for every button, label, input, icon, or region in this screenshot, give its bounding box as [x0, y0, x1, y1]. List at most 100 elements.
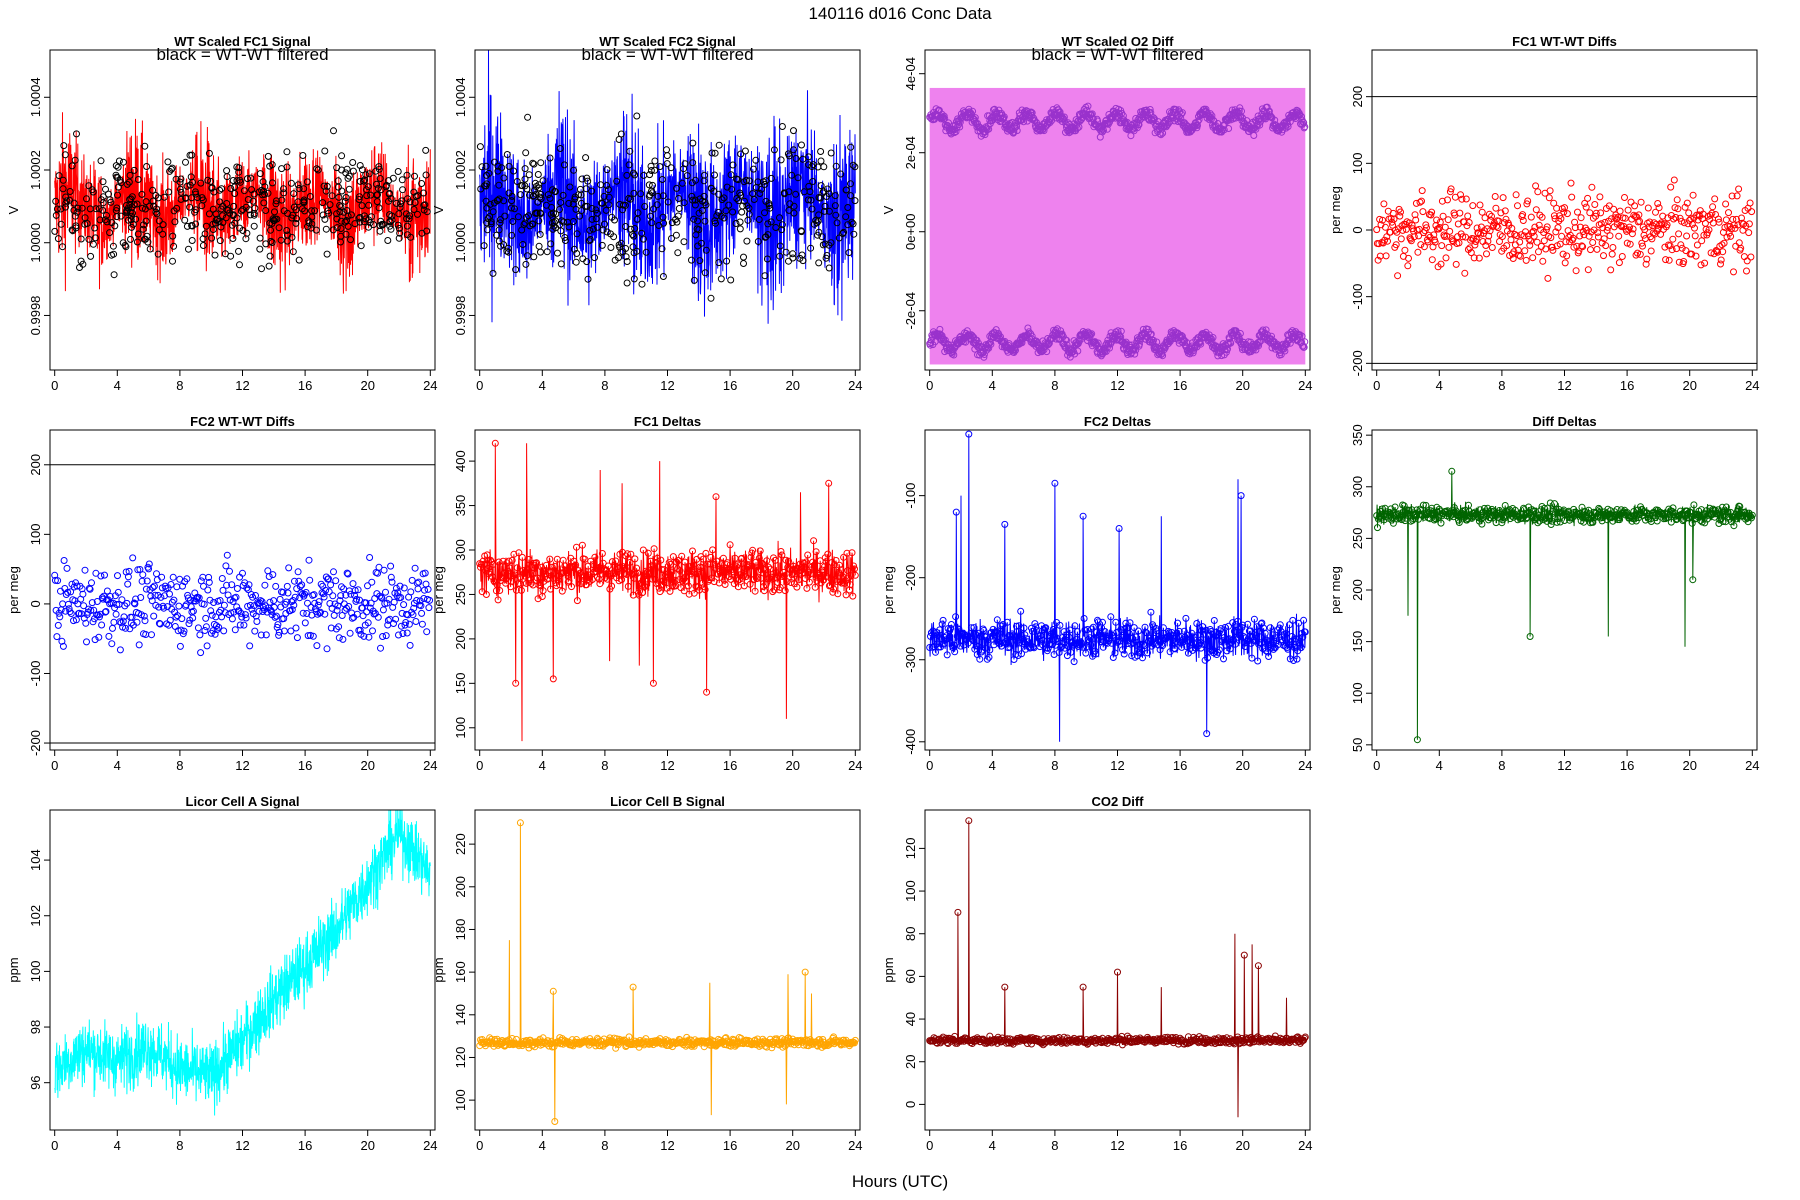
filtered-point: [342, 230, 350, 238]
filtered-point: [209, 220, 217, 228]
filtered-point: [303, 178, 311, 186]
diff-point: [1639, 242, 1646, 250]
filtered-point: [477, 185, 485, 193]
filtered-point: [405, 215, 413, 223]
delta-point: [849, 592, 857, 600]
diff-point: [116, 618, 124, 626]
filtered-point: [605, 193, 613, 201]
diff-point: [1492, 204, 1500, 212]
delta-point: [1499, 516, 1507, 524]
filtered-point: [133, 238, 141, 246]
delta-point: [760, 587, 768, 595]
diff-point: [368, 578, 376, 586]
filtered-point: [688, 256, 695, 264]
delta-point: [1244, 620, 1252, 628]
y-tick-label: 200: [1350, 86, 1365, 108]
filtered-point: [648, 219, 656, 227]
filtered-point: [357, 242, 365, 250]
filtered-point: [625, 194, 633, 202]
filtered-point: [610, 233, 618, 241]
filtered-point: [560, 161, 568, 169]
filtered-point: [546, 154, 554, 162]
filtered-point: [141, 142, 149, 150]
figure-title: 140116 d016 Conc Data: [808, 4, 992, 23]
delta-point: [947, 621, 955, 628]
filtered-point: [169, 257, 176, 265]
filtered-point: [500, 197, 508, 205]
delta-point: [970, 624, 978, 632]
diff-point: [1433, 216, 1441, 224]
delta-point: [746, 580, 754, 588]
y-tick-label: 250: [453, 584, 468, 606]
diff-point: [329, 592, 337, 600]
filtered-point: [663, 146, 670, 154]
diff-point: [309, 591, 317, 599]
filtered-point: [810, 220, 818, 228]
diff-point: [1628, 230, 1636, 238]
diff-point: [288, 598, 296, 606]
filtered-point: [333, 224, 341, 232]
delta-point: [633, 564, 641, 572]
delta-point: [674, 557, 682, 564]
delta-point: [1090, 634, 1098, 642]
filtered-point: [216, 237, 224, 245]
filtered-point: [720, 214, 728, 222]
diff-point: [283, 582, 291, 590]
filtered-point: [556, 206, 563, 213]
diff-point: [1584, 194, 1592, 202]
delta-point: [776, 583, 784, 591]
filtered-point: [969, 107, 977, 115]
delta-point: [1291, 638, 1299, 646]
diff-point: [1603, 226, 1611, 234]
delta-point: [1080, 615, 1088, 622]
filtered-point: [711, 171, 718, 179]
filtered-point: [235, 164, 243, 172]
diff-point: [1516, 238, 1524, 246]
filtered-point: [188, 237, 196, 244]
delta-point: [789, 570, 797, 578]
filtered-point: [778, 123, 786, 130]
delta-point: [683, 577, 691, 585]
filtered-point: [362, 171, 370, 179]
plot-frame: [49, 429, 436, 751]
diff-point: [1663, 221, 1671, 229]
diff-point: [101, 571, 108, 579]
diff-point: [395, 631, 402, 639]
filtered-point: [399, 186, 407, 194]
filtered-point: [57, 220, 65, 228]
filtered-point: [831, 192, 839, 200]
diff-point: [332, 577, 340, 585]
diff-point: [1654, 200, 1662, 207]
diff-point: [1572, 267, 1580, 275]
filtered-point: [418, 180, 426, 187]
delta-point: [1385, 509, 1393, 517]
diff-point: [1384, 237, 1391, 245]
diff-point: [397, 622, 405, 630]
diff-point: [1592, 209, 1600, 217]
delta-point: [1428, 504, 1436, 512]
diff-point: [1706, 216, 1714, 223]
diff-point: [216, 597, 224, 604]
delta-point: [1193, 620, 1201, 627]
diff-point: [1381, 236, 1389, 244]
filtered-point: [1194, 117, 1202, 125]
delta-point: [1041, 624, 1049, 632]
filtered-point: [556, 145, 564, 152]
delta-point: [1086, 634, 1094, 642]
y-tick-label: -400: [903, 729, 918, 755]
diff-point: [252, 592, 259, 599]
delta-point: [1142, 628, 1150, 636]
filtered-point: [344, 222, 352, 230]
delta-point: [1286, 655, 1294, 663]
delta-point: [1231, 640, 1239, 648]
delta-point: [1085, 638, 1093, 646]
filtered-point: [571, 195, 579, 203]
diff-point: [1498, 233, 1506, 240]
diff-point: [1720, 239, 1728, 247]
diff-point: [1531, 223, 1539, 231]
diff-point: [259, 608, 267, 615]
delta-point: [812, 548, 820, 556]
diff-point: [236, 621, 244, 629]
filtered-point: [122, 202, 130, 209]
diff-point: [103, 587, 111, 595]
